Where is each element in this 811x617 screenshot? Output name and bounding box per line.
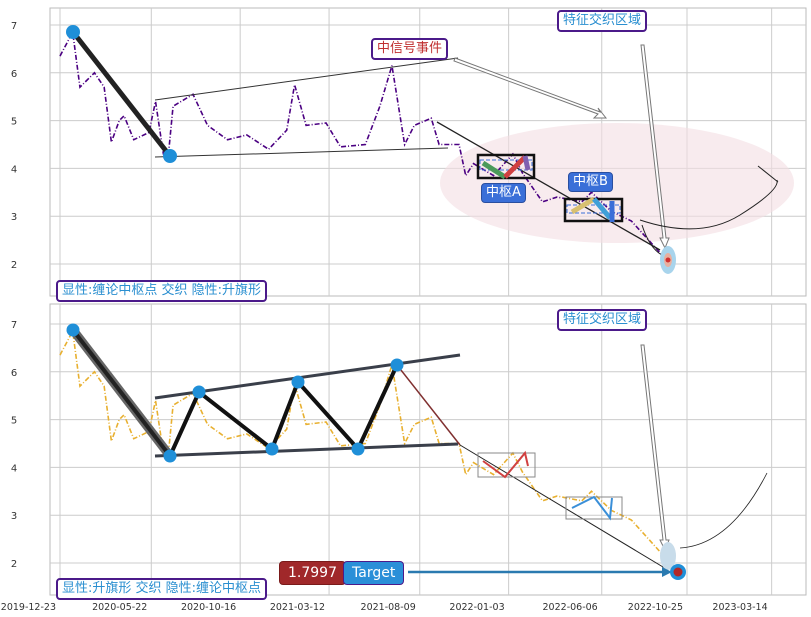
pivot-point [66,25,80,39]
lower-flag-line [154,442,459,458]
descending-line-bottom [459,444,669,571]
upper-trendline [154,57,459,101]
y-tick-label: 5 [11,416,17,427]
y-tick-label: 6 [11,368,17,379]
pivot-a-box-bottom [477,452,536,478]
x-tick-label: 2019-12-23 [1,602,56,613]
pivot-b-seg1 [570,196,596,215]
feature-zone-ellipse [440,123,794,243]
pivot-a-seg3 [522,155,531,171]
pivot-a-band [479,159,533,171]
pivot-b-label: 中枢B [568,172,613,192]
flag-vertex [291,375,305,389]
y-tick-label: 2 [11,260,17,271]
legend-top: 显性:缠论中枢点 交织 隐性:升旗形 [56,280,268,302]
y-tick-label: 3 [11,212,17,223]
pole [71,328,172,458]
y-tick-label: 6 [11,69,17,80]
target-arrowhead [662,567,672,577]
projection-curve-bottom [679,472,768,549]
target-value-badge: 1.7997 [279,561,346,585]
x-tick-label: 2022-01-03 [449,602,504,613]
plot-area-1 [49,303,807,596]
breakdown-line [396,364,461,446]
feature-zone-arrow-top [640,44,670,250]
pivot-a-zigzag-bottom [482,450,529,479]
x-tick-label: 2020-05-22 [92,602,147,613]
flag-vertex [192,385,206,399]
down-leg [71,30,172,158]
pivot-a-seg1 [481,160,507,180]
flag-vertex [66,323,80,337]
y-tick-label: 4 [11,164,17,175]
projection-cap [757,165,779,183]
y-tick-label: 3 [11,511,17,522]
flag-vertex [351,442,365,456]
target-halo-bottom [660,542,676,570]
signal-event-label: 中信号事件 [371,38,449,60]
legend-bottom: 显性:升旗形 交织 隐性:缠论中枢点 [56,578,268,600]
pivot-b-zigzag-bottom [571,495,613,521]
feature-zone-label-bottom: 特征交织区域 [557,309,648,331]
feature-zone-label-top: 特征交织区域 [557,10,648,32]
x-tick-label: 2021-03-12 [270,602,325,613]
pivot-a-seg2 [503,155,527,179]
x-tick-label: 2020-10-16 [181,602,236,613]
upper-flag-line [154,353,461,400]
price-series-1 [59,328,667,559]
pivot-a-label: 中枢A [481,183,526,203]
y-tick-label: 7 [11,21,17,32]
pivot-b-band [566,204,621,214]
flag-zigzag [168,364,399,457]
y-tick-label: 5 [11,117,17,128]
pivot-b-seg2 [592,197,612,220]
x-tick-label: 2022-06-06 [543,602,598,613]
target-dot-top [665,257,671,263]
flag-vertex [163,449,177,463]
projection-curve [639,179,778,230]
x-tick-label: 2023-03-14 [712,602,767,613]
flag-vertex [390,358,404,372]
flag-vertex [265,442,279,456]
x-tick-label: 2021-08-09 [361,602,416,613]
target-marker-center [673,567,683,577]
y-tick-label: 2 [11,559,17,570]
signal-arrow [453,57,608,119]
target-label-badge: Target [343,561,405,585]
pivot-point [163,149,177,163]
y-tick-label: 4 [11,463,17,474]
y-tick-label: 7 [11,320,17,331]
lower-trendline [154,147,449,158]
x-tick-label: 2022-10-25 [628,602,683,613]
descending-line [436,121,661,251]
